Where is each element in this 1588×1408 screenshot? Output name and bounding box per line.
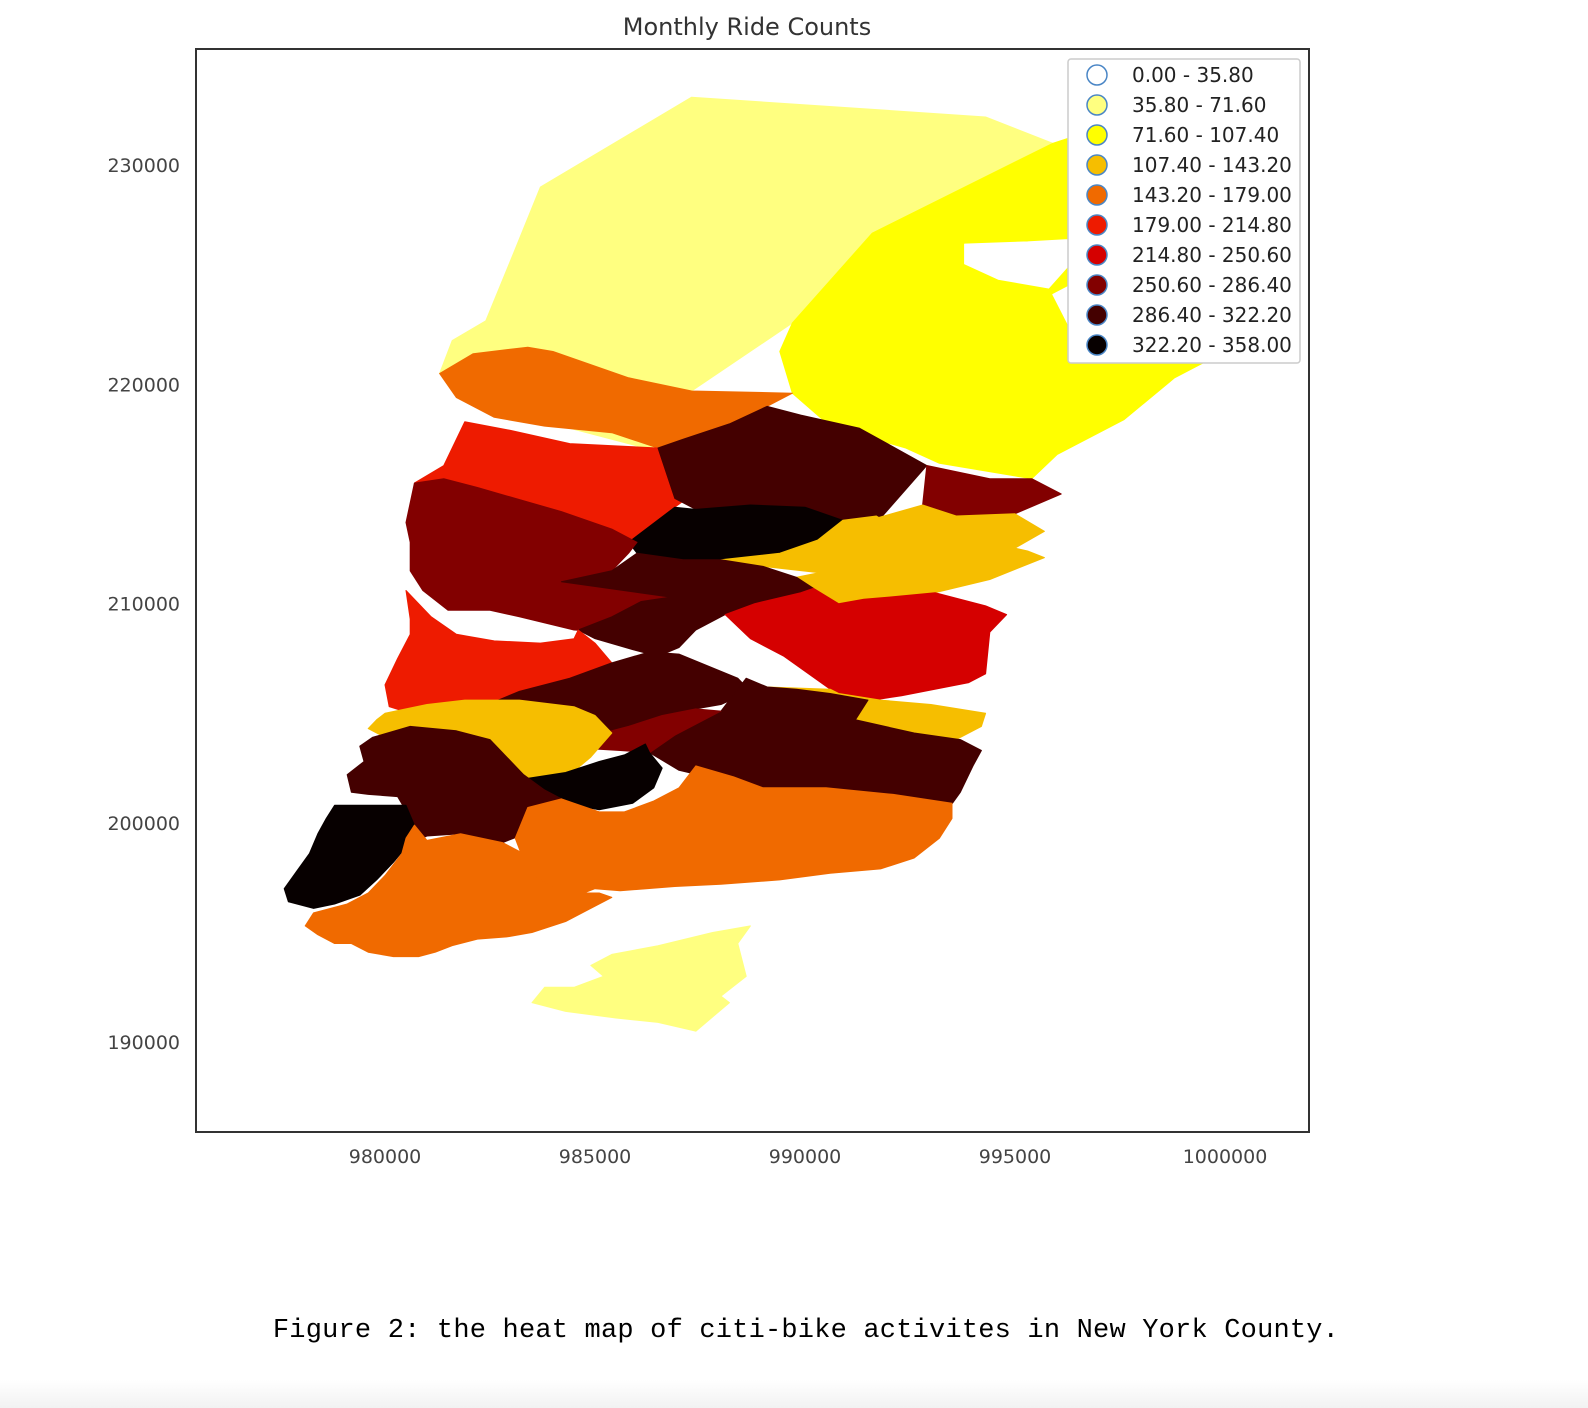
page-bottom-edge xyxy=(0,1380,1588,1408)
y-axis-ticks: 190000 200000 210000 220000 230000 xyxy=(107,155,180,1054)
x-tick-label: 980000 xyxy=(349,1146,422,1168)
y-tick-label: 210000 xyxy=(107,594,180,616)
chart-title: Monthly Ride Counts xyxy=(623,13,871,41)
legend-swatch xyxy=(1086,154,1108,176)
legend: 0.00 - 35.80 35.80 - 71.60 71.60 - 107.40 1… xyxy=(1067,58,1301,364)
legend-label: 286.40 - 322.20 xyxy=(1132,303,1292,327)
legend-swatch xyxy=(1086,274,1108,296)
legend-label: 0.00 - 35.80 xyxy=(1132,63,1254,87)
y-tick-label: 190000 xyxy=(107,1032,180,1054)
legend-swatch xyxy=(1086,94,1108,116)
legend-frame xyxy=(1067,58,1301,364)
region-governors-island xyxy=(531,925,751,1032)
x-tick-label: 995000 xyxy=(979,1146,1052,1168)
legend-swatch xyxy=(1086,214,1108,236)
legend-label: 143.20 - 179.00 xyxy=(1132,183,1292,207)
legend-swatch xyxy=(1086,124,1108,146)
region-financial-district xyxy=(304,824,613,958)
x-tick-label: 1000000 xyxy=(1183,1146,1268,1168)
figure-canvas: Monthly Ride Counts 980000 985000 990000 99… xyxy=(107,13,1310,1168)
legend-swatch xyxy=(1086,184,1108,206)
y-tick-label: 220000 xyxy=(107,374,180,396)
region-gramercy xyxy=(724,587,1008,703)
plot-frame xyxy=(195,48,1310,1133)
y-tick-label: 200000 xyxy=(107,813,180,835)
legend-swatch xyxy=(1086,64,1108,86)
legend-label: 107.40 - 143.20 xyxy=(1132,153,1292,177)
legend-swatch xyxy=(1086,304,1108,326)
legend-label: 71.60 - 107.40 xyxy=(1132,123,1279,147)
legend-label: 179.00 - 214.80 xyxy=(1132,213,1292,237)
region-noho xyxy=(581,708,722,754)
x-axis-ticks: 980000 985000 990000 995000 1000000 xyxy=(349,1146,1268,1168)
legend-label: 322.20 - 358.00 xyxy=(1132,333,1292,357)
legend-label: 214.80 - 250.60 xyxy=(1132,243,1292,267)
figure-caption: Figure 2: the heat map of citi-bike acti… xyxy=(272,1316,1340,1346)
legend-label: 35.80 - 71.60 xyxy=(1132,93,1266,117)
legend-swatch xyxy=(1086,244,1108,266)
y-tick-label: 230000 xyxy=(107,155,180,177)
region-turtle-bay xyxy=(922,465,1062,517)
region-battery-park-city xyxy=(283,804,415,909)
legend-swatch xyxy=(1086,334,1108,356)
map-regions xyxy=(283,96,1226,1032)
x-tick-label: 990000 xyxy=(769,1146,842,1168)
legend-label: 250.60 - 286.40 xyxy=(1132,273,1292,297)
x-tick-label: 985000 xyxy=(559,1146,632,1168)
